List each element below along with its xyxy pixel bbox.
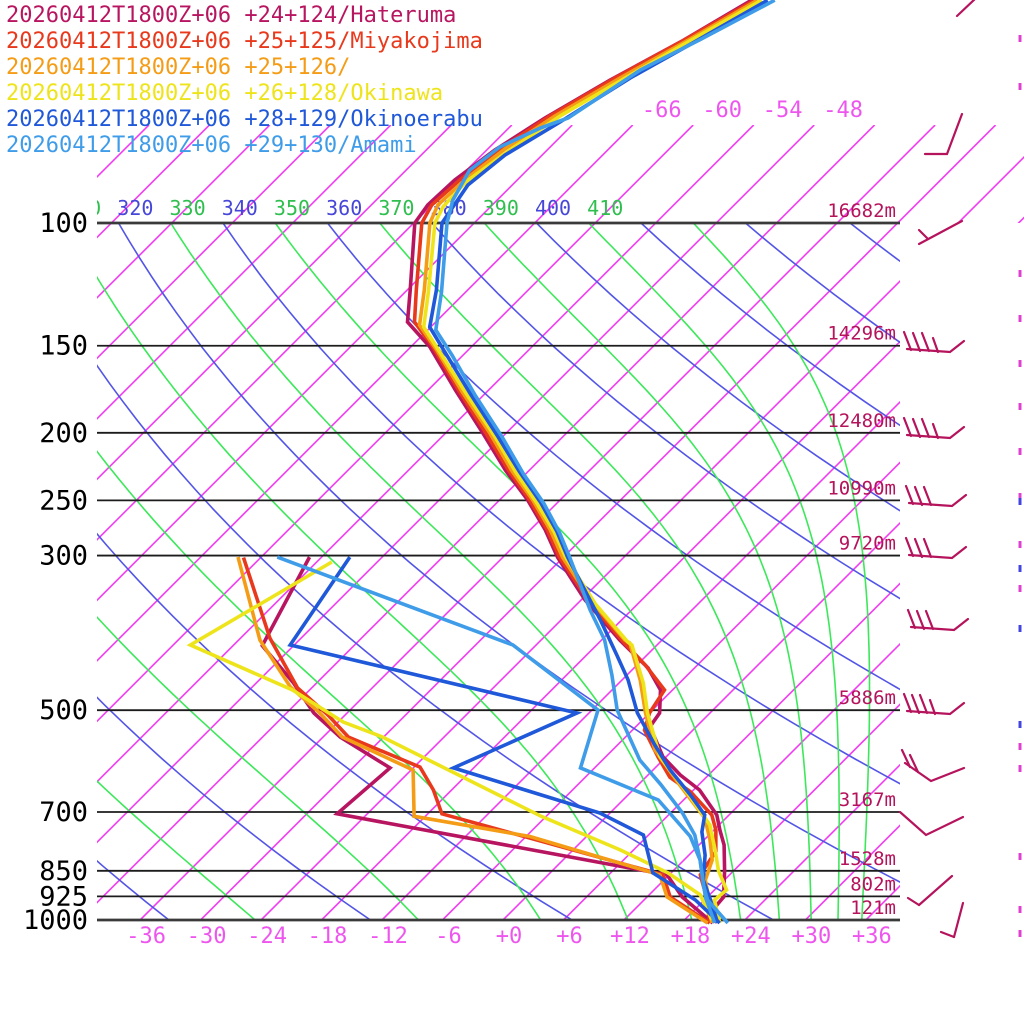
legend-row: 20260412T1800Z+06 +26+128/Okinawa <box>6 81 444 106</box>
theta-tick-label: 360 <box>326 196 362 220</box>
svg-text:150: 150 <box>39 331 88 362</box>
svg-text:+36: +36 <box>852 924 892 949</box>
svg-text:14296m: 14296m <box>827 323 896 345</box>
svg-text:925: 925 <box>39 881 88 912</box>
svg-text:9720m: 9720m <box>839 533 896 555</box>
svg-text:12480m: 12480m <box>827 410 896 432</box>
svg-text:+30: +30 <box>792 924 832 949</box>
svg-text:-60: -60 <box>702 98 742 123</box>
svg-text:1528m: 1528m <box>839 848 896 870</box>
svg-text:-48: -48 <box>823 98 863 123</box>
theta-tick-label: 330 <box>169 196 205 220</box>
svg-text:121m: 121m <box>850 897 896 919</box>
svg-text:+18: +18 <box>671 924 711 949</box>
theta-tick-label: 390 <box>483 196 519 220</box>
svg-text:10990m: 10990m <box>827 477 896 499</box>
svg-text:300: 300 <box>39 541 88 572</box>
svg-text:250: 250 <box>39 485 88 516</box>
theta-tick-label: 310 <box>65 196 101 220</box>
svg-text:-12: -12 <box>368 924 408 949</box>
svg-text:-18: -18 <box>308 924 348 949</box>
theta-tick-label: 350 <box>274 196 310 220</box>
theta-tick-label: 370 <box>378 196 414 220</box>
svg-text:802m: 802m <box>850 873 896 895</box>
svg-text:700: 700 <box>39 797 88 828</box>
legend-row: 20260412T1800Z+06 +25+125/Miyakojima <box>6 29 483 54</box>
svg-text:850: 850 <box>39 856 88 887</box>
svg-text:-66: -66 <box>642 98 682 123</box>
theta-tick-label: 320 <box>117 196 153 220</box>
theta-tick-label: 340 <box>222 196 258 220</box>
svg-text:3167m: 3167m <box>839 789 896 811</box>
svg-text:5886m: 5886m <box>839 687 896 709</box>
svg-text:200: 200 <box>39 418 88 449</box>
svg-text:-30: -30 <box>187 924 227 949</box>
theta-tick-label: 400 <box>535 196 571 220</box>
legend-row: 20260412T1800Z+06 +28+129/Okinoerabu <box>6 107 483 132</box>
svg-text:16682m: 16682m <box>827 200 896 222</box>
svg-text:500: 500 <box>39 695 88 726</box>
legend-row: 20260412T1800Z+06 +24+124/Hateruma <box>6 3 457 28</box>
svg-text:100: 100 <box>39 208 88 239</box>
legend-row: 20260412T1800Z+06 +25+126/ <box>6 55 351 80</box>
svg-text:+24: +24 <box>731 924 771 949</box>
svg-text:-36: -36 <box>126 924 166 949</box>
svg-text:+6: +6 <box>556 924 583 949</box>
svg-text:-54: -54 <box>763 98 803 123</box>
svg-text:-24: -24 <box>247 924 287 949</box>
theta-tick-label: 410 <box>587 196 623 220</box>
svg-text:+12: +12 <box>610 924 650 949</box>
svg-text:-6: -6 <box>435 924 462 949</box>
legend-row: 20260412T1800Z+06 +29+130/Amami <box>6 133 417 158</box>
svg-text:1000: 1000 <box>23 905 88 936</box>
svg-text:+0: +0 <box>496 924 523 949</box>
